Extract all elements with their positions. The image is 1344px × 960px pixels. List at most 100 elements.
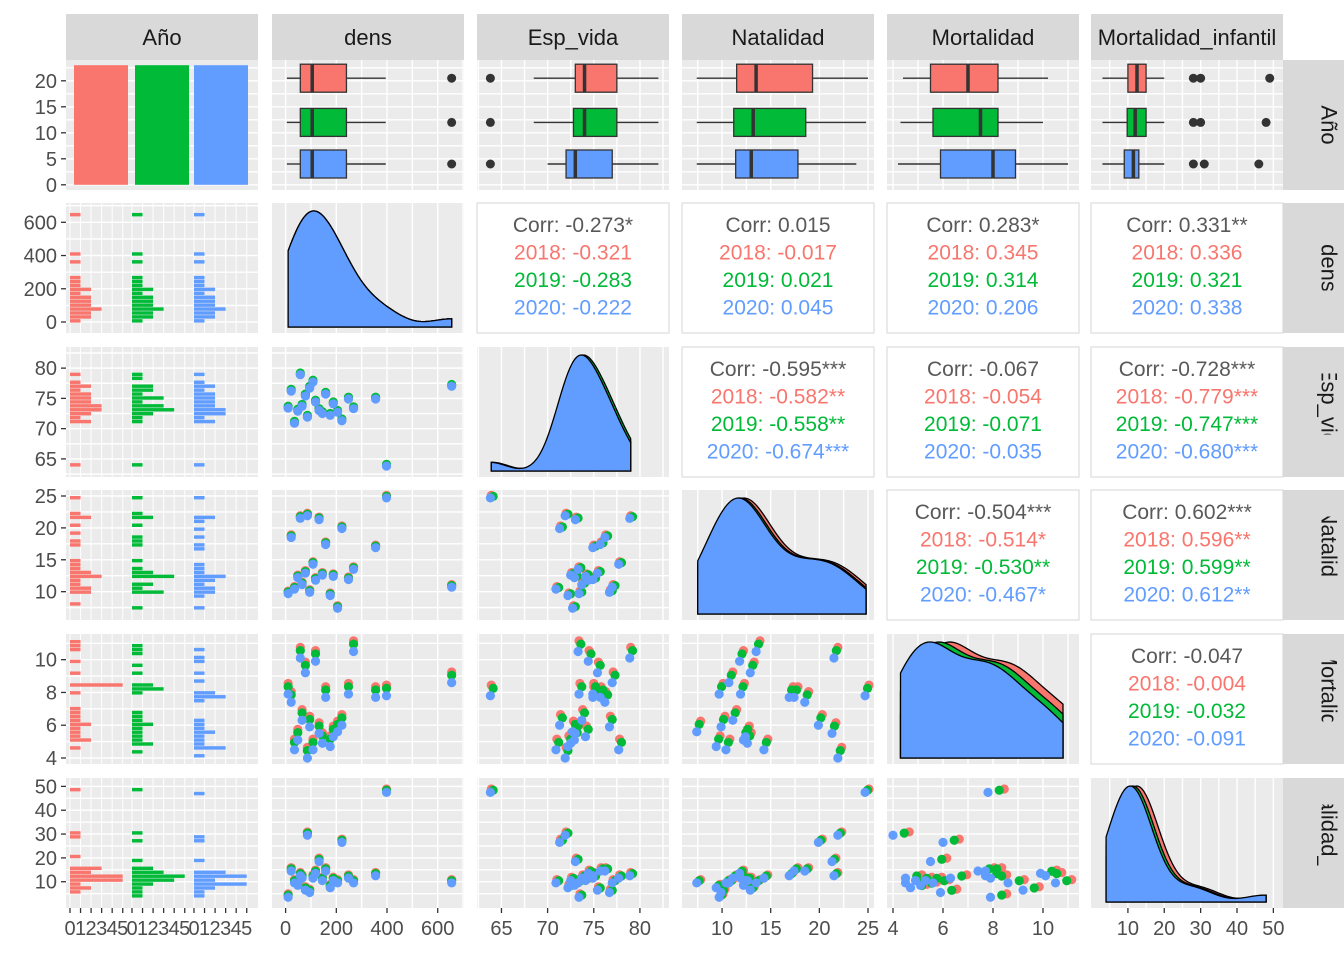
hist-bar-2018 [70,531,81,535]
hist-bar-2020 [194,722,205,727]
outlier [447,159,457,169]
point-2020 [343,574,354,585]
point-2020 [925,856,936,867]
point-2019 [1029,883,1039,893]
point-2020 [317,738,327,748]
hist-bar-2018 [70,315,92,319]
point-2019 [576,639,586,649]
density-2020 [1105,785,1267,903]
panel-scatter [682,778,874,908]
point-2020 [371,871,381,881]
x-tick-label: 200 [320,918,353,940]
point-2020 [920,875,931,886]
hist-bar-2018 [70,408,102,412]
hist-bar-2018 [70,279,81,284]
point-2020 [827,856,837,867]
hist-bar-2020 [194,419,216,424]
point-2020 [325,883,335,893]
hist-bar-2019 [132,212,143,217]
y-tick-label: 75 [35,388,57,410]
panel-corr [681,202,875,334]
strip-right-Mortalidad_infantil [1283,778,1344,908]
box [735,149,799,179]
point-2020 [310,656,321,666]
hist-bar-2020 [194,726,205,730]
hist-bar-2020 [194,279,205,284]
hist-bar-2020 [194,295,216,299]
corr-2020: 2020: 0.206 [928,297,1039,320]
bar-2018 [74,65,128,185]
point-2020 [283,403,293,413]
panel-corr [681,346,875,478]
hist-bar-2018 [70,746,81,750]
x-tick-label: 4 [107,918,118,940]
hist-bar-2018 [70,380,81,384]
hist-bar-2020 [194,315,216,319]
x-tick-label: 10 [711,918,733,940]
hist-bar-2019 [132,566,143,571]
point-2019 [300,660,310,671]
point-2020 [745,668,755,678]
point-2020 [588,543,598,553]
hist-bar-2020 [194,754,205,758]
corr-2019: 2019: -0.747*** [1116,413,1258,436]
hist-bar-2020 [194,746,226,750]
box [1123,149,1140,179]
scatter-Esp_vida-Mortalidad [485,636,638,763]
point-2020 [813,720,823,730]
box [572,107,618,138]
hist-bar-2019 [132,275,143,280]
density-2020 [899,641,1064,759]
point-2020 [573,878,583,888]
y-tick-label: 20 [35,848,57,870]
point-2020 [332,603,343,613]
hist-bar-2020 [194,858,205,863]
box [733,107,807,138]
boxplot-2019 [485,107,659,138]
hist-bar-2020 [194,882,247,886]
point-2020 [573,564,583,574]
hist-bar-2020 [194,574,226,579]
hist-bar-2018 [70,866,102,871]
point-2020 [759,745,769,755]
outlier [1188,73,1198,83]
point-2020 [592,668,603,678]
box [299,149,348,179]
point-2019 [297,708,307,718]
x-tick-label: 0 [280,918,291,940]
strip-right-Año [1283,60,1344,190]
point-2019 [694,719,704,730]
hist-bar-2018 [70,496,81,500]
point-2020 [588,871,598,881]
point-2019 [997,890,1007,900]
point-2020 [734,656,745,666]
hist-bar-2019 [132,260,143,264]
point-2019 [343,682,354,692]
hist-bar-2019 [132,412,154,416]
hist-bar-2019 [132,291,143,296]
point-2020 [813,837,823,848]
point-2019 [835,746,845,756]
x-tick-label: 15 [760,918,782,940]
hist-bar-2020 [194,734,205,738]
hist-bar-2019 [132,496,143,500]
y-tick-label: 10 [35,582,57,604]
hist-bar-2019 [132,586,143,590]
point-2020 [829,871,839,881]
point-2020 [751,646,761,657]
strip-label-Año: Año [1317,105,1342,144]
hist-bar-2020 [194,496,205,500]
boxplot-2019 [286,107,457,138]
strip-label-Natalidad: Natalidad [1317,509,1342,602]
x-tick-label: 4 [887,918,898,940]
point-2019 [787,685,797,695]
boxplot-2018 [286,63,457,93]
hist-bar-2018 [70,558,81,563]
hist-bar-2018 [70,691,81,695]
hist-bar-2019 [132,303,154,307]
hist-bar-2020 [194,543,205,547]
hist-bar-2018 [70,299,92,303]
outlier [1188,159,1198,169]
point-2020 [724,678,734,688]
hist-bar-2019 [132,404,164,408]
